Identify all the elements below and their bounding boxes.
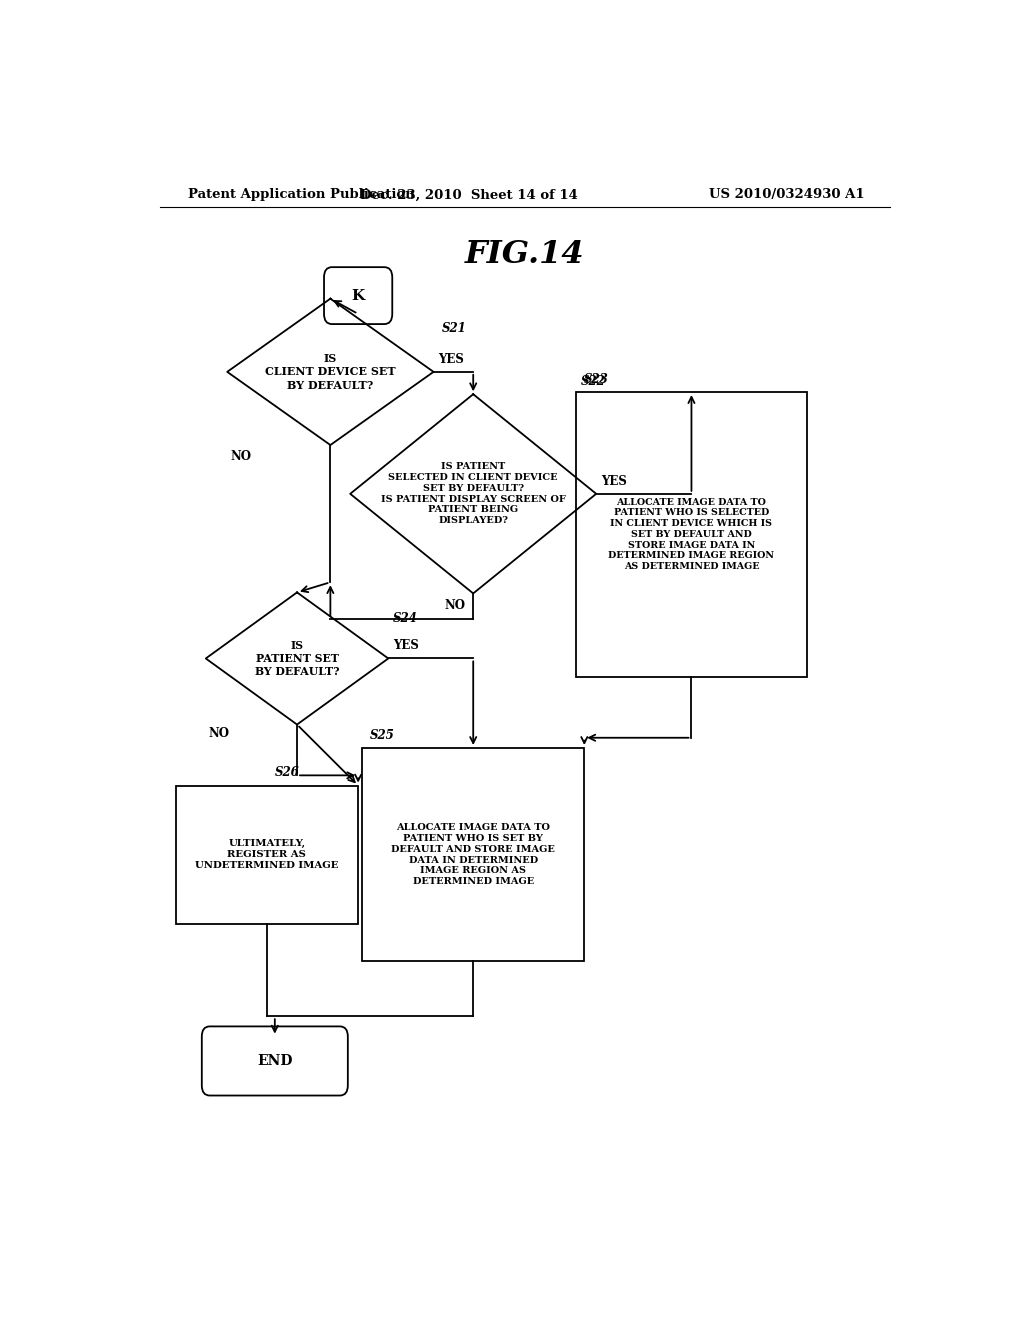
Text: K: K	[351, 289, 365, 302]
Text: ALLOCATE IMAGE DATA TO
PATIENT WHO IS SET BY
DEFAULT AND STORE IMAGE
DATA IN DET: ALLOCATE IMAGE DATA TO PATIENT WHO IS SE…	[391, 824, 555, 886]
Text: ULTIMATELY,
REGISTER AS
UNDETERMINED IMAGE: ULTIMATELY, REGISTER AS UNDETERMINED IMA…	[196, 840, 339, 870]
Text: S26: S26	[274, 767, 300, 779]
Text: S23: S23	[585, 374, 609, 385]
Text: NO: NO	[444, 598, 465, 611]
Text: Patent Application Publication: Patent Application Publication	[187, 189, 415, 202]
Text: YES: YES	[438, 352, 464, 366]
Text: Dec. 23, 2010  Sheet 14 of 14: Dec. 23, 2010 Sheet 14 of 14	[360, 189, 579, 202]
Text: ALLOCATE IMAGE DATA TO
PATIENT WHO IS SELECTED
IN CLIENT DEVICE WHICH IS
SET BY : ALLOCATE IMAGE DATA TO PATIENT WHO IS SE…	[608, 498, 774, 572]
Text: S21: S21	[441, 322, 466, 335]
Text: NO: NO	[230, 450, 251, 463]
FancyBboxPatch shape	[324, 267, 392, 325]
Text: NO: NO	[209, 727, 230, 739]
Text: S24: S24	[393, 612, 418, 626]
Text: S25: S25	[370, 729, 395, 742]
Text: IS
PATIENT SET
BY DEFAULT?: IS PATIENT SET BY DEFAULT?	[255, 640, 339, 677]
Text: IS PATIENT
SELECTED IN CLIENT DEVICE
SET BY DEFAULT?
IS PATIENT DISPLAY SCREEN O: IS PATIENT SELECTED IN CLIENT DEVICE SET…	[381, 462, 565, 525]
Text: YES: YES	[601, 475, 627, 487]
Bar	[362, 748, 585, 961]
Bar	[176, 785, 358, 924]
Text: S22: S22	[581, 375, 605, 388]
FancyBboxPatch shape	[202, 1027, 348, 1096]
Text: YES: YES	[393, 639, 419, 652]
Bar	[577, 392, 807, 677]
Text: END: END	[257, 1053, 293, 1068]
Text: IS
CLIENT DEVICE SET
BY DEFAULT?: IS CLIENT DEVICE SET BY DEFAULT?	[265, 352, 395, 391]
Text: FIG.14: FIG.14	[465, 239, 585, 271]
Text: US 2010/0324930 A1: US 2010/0324930 A1	[709, 189, 864, 202]
